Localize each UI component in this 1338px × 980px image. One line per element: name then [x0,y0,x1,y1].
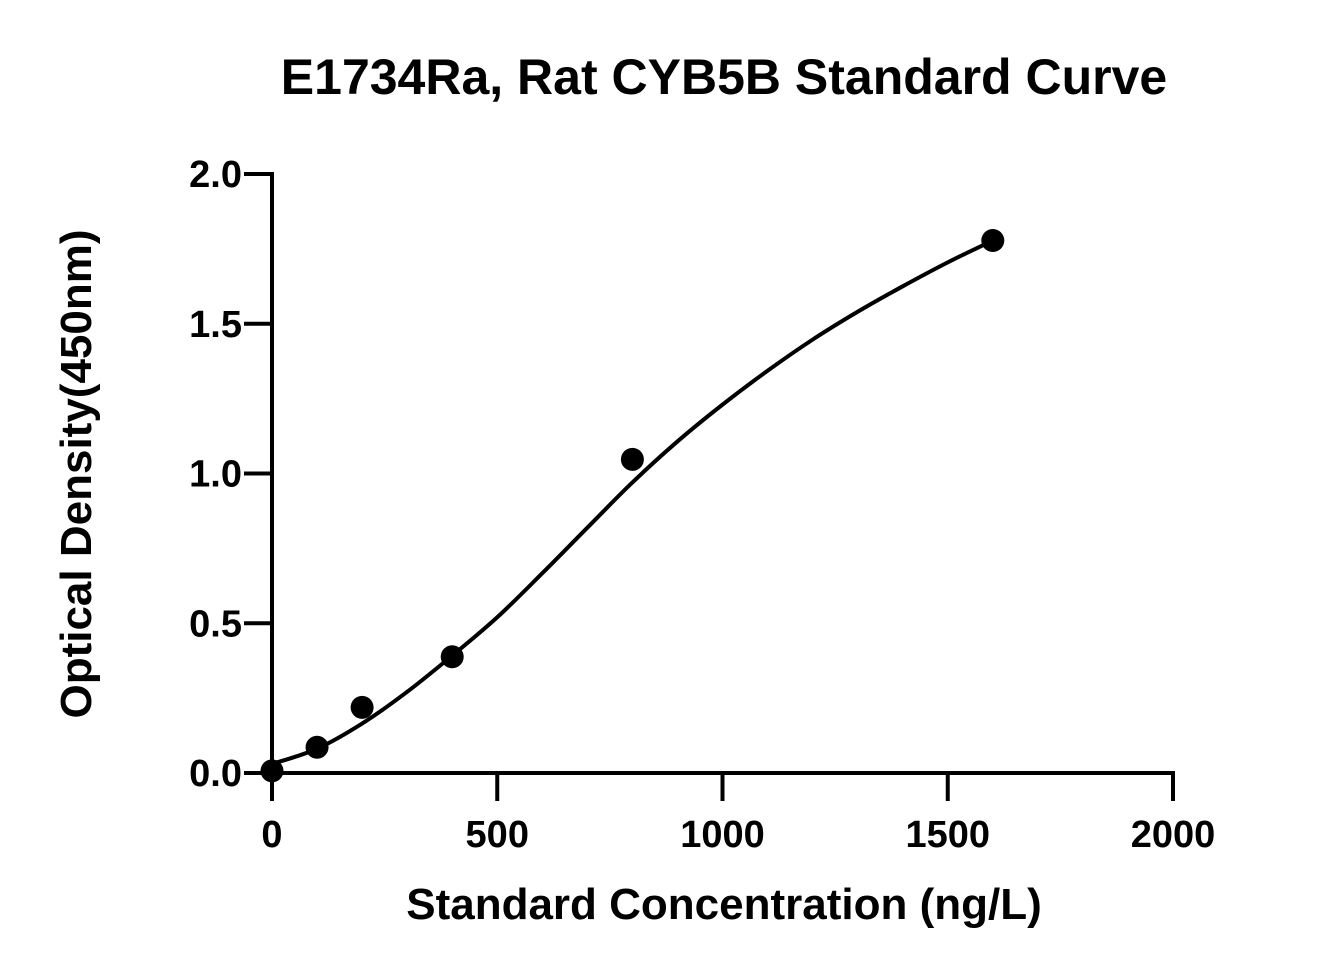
x-tick-label: 500 [466,814,529,856]
data-point [440,645,464,669]
y-tick-label: 0.5 [189,603,242,645]
y-tick-label: 1.5 [189,304,242,346]
data-point [350,695,374,719]
axes: 0.0 0.5 1.0 1.5 2.0 0 500 1000 1500 2000 [189,154,1215,856]
x-tick-label: 1000 [680,814,765,856]
chart-title: E1734Ra, Rat CYB5B Standard Curve [281,49,1167,105]
y-tick-label: 1.0 [189,454,242,496]
x-tick-label: 0 [261,814,282,856]
fit-curve-layer [271,238,994,766]
x-axis-title: Standard Concentration (ng/L) [406,880,1042,929]
x-tick-label: 2000 [1131,814,1216,856]
y-axis-title: Optical Density(450nm) [52,229,101,718]
data-point [260,759,284,783]
data-point [981,228,1005,252]
fit-curve [271,238,994,766]
data-point [620,447,644,471]
x-tick-label: 1500 [905,814,990,856]
y-tick-label: 0.0 [189,753,242,795]
y-tick-label: 2.0 [189,154,242,196]
data-point [305,735,329,759]
data-points-layer [260,228,1005,783]
